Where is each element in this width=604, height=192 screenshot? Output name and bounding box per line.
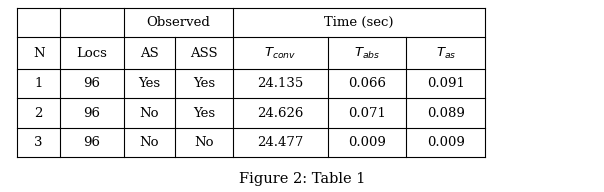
Text: 0.089: 0.089 xyxy=(427,107,464,120)
Text: No: No xyxy=(140,136,159,149)
Text: Figure 2: Table 1: Figure 2: Table 1 xyxy=(239,172,365,185)
Text: 96: 96 xyxy=(83,136,101,149)
Text: $T_{abs}$: $T_{abs}$ xyxy=(354,46,381,61)
Text: Locs: Locs xyxy=(77,47,108,60)
Text: $T_{conv}$: $T_{conv}$ xyxy=(264,46,297,61)
Text: 0.009: 0.009 xyxy=(427,136,464,149)
Text: Yes: Yes xyxy=(138,77,161,90)
Text: 0.071: 0.071 xyxy=(349,107,386,120)
Text: 96: 96 xyxy=(83,77,101,90)
Text: $T_{as}$: $T_{as}$ xyxy=(435,46,456,61)
Text: 24.135: 24.135 xyxy=(257,77,303,90)
Text: N: N xyxy=(33,47,45,60)
Text: 0.091: 0.091 xyxy=(427,77,464,90)
Text: 0.009: 0.009 xyxy=(349,136,386,149)
Text: Yes: Yes xyxy=(193,107,215,120)
Text: 96: 96 xyxy=(83,107,101,120)
Text: Observed: Observed xyxy=(146,16,210,29)
Text: 3: 3 xyxy=(34,136,43,149)
Text: ASS: ASS xyxy=(190,47,217,60)
Text: No: No xyxy=(140,107,159,120)
Text: No: No xyxy=(194,136,214,149)
Text: 24.626: 24.626 xyxy=(257,107,303,120)
Text: Yes: Yes xyxy=(193,77,215,90)
Text: 24.477: 24.477 xyxy=(257,136,303,149)
Text: 2: 2 xyxy=(34,107,43,120)
Text: Time (sec): Time (sec) xyxy=(324,16,394,29)
Text: AS: AS xyxy=(140,47,159,60)
Text: 0.066: 0.066 xyxy=(349,77,386,90)
Text: 1: 1 xyxy=(34,77,43,90)
